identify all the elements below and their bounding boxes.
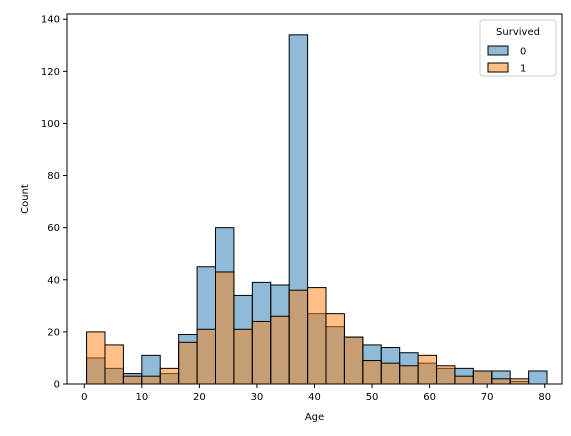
bar-series-1-bin-11 <box>288 289 309 385</box>
bar-series-1-bin-19 <box>436 365 456 385</box>
y-tick-label-0: 0 <box>54 380 60 391</box>
bar-series-1-bin-6 <box>196 328 216 385</box>
bar-series-1-bin-16 <box>380 362 401 385</box>
bar-series-1-bin-21 <box>472 370 493 385</box>
legend-swatch-0 <box>487 45 509 56</box>
y-tick-label-80: 80 <box>47 171 60 182</box>
bar-series-1-bin-3 <box>141 375 161 385</box>
y-tick-label-60: 60 <box>47 223 60 234</box>
bar-series-1-bin-2 <box>122 375 143 385</box>
y-tick-label-140: 140 <box>41 15 60 26</box>
x-tick-label-30: 30 <box>251 392 264 403</box>
y-tick-label-40: 40 <box>47 275 60 286</box>
x-tick-label-10: 10 <box>135 392 148 403</box>
bar-series-0-bin-24 <box>528 370 548 385</box>
legend-label-1: 1 <box>520 64 526 75</box>
legend-swatch-1 <box>487 62 509 73</box>
bar-series-1-bin-13 <box>325 313 345 385</box>
legend: Survived 0 1 <box>479 19 557 77</box>
bar-series-1-bin-1 <box>104 344 124 385</box>
x-tick-label-70: 70 <box>481 392 494 403</box>
bar-series-1-bin-12 <box>307 287 327 385</box>
x-axis-label: Age <box>305 412 324 423</box>
y-tick-label-120: 120 <box>41 67 60 78</box>
bar-series-1-bin-23 <box>509 378 530 385</box>
axes: 0 10 20 30 40 50 60 70 80020406080100120140AgeCo… <box>20 13 563 423</box>
x-tick-label-60: 60 <box>423 392 436 403</box>
bar-series-1-bin-9 <box>251 320 272 385</box>
y-tick-label-20: 20 <box>47 327 60 338</box>
bar-series-1-bin-10 <box>270 315 290 385</box>
x-tick-label-0: 0 <box>81 392 87 403</box>
legend-label-0: 0 <box>520 47 526 58</box>
bar-series-1-bin-5 <box>178 341 198 385</box>
bar-series-1-bin-18 <box>417 354 438 385</box>
bar-series-1-bin-22 <box>491 378 511 385</box>
x-tick-label-40: 40 <box>308 392 321 403</box>
bar-series-1-bin-17 <box>399 365 419 385</box>
bar-series-1-bin-4 <box>159 367 180 385</box>
x-tick-label-50: 50 <box>366 392 379 403</box>
bar-series-1-bin-8 <box>233 328 253 385</box>
bar-series-1-bin-20 <box>454 375 474 385</box>
histogram-bars <box>86 34 548 385</box>
bar-series-1-bin-7 <box>215 271 235 385</box>
y-axis-label: Count <box>20 184 31 214</box>
x-tick-label-80: 80 <box>538 392 551 403</box>
bar-series-1-bin-14 <box>343 336 364 385</box>
y-tick-label-100: 100 <box>41 119 60 130</box>
bar-series-1-bin-0 <box>86 331 106 385</box>
x-tick-label-20: 20 <box>193 392 206 403</box>
legend-box <box>479 19 557 77</box>
legend-title: Survived <box>496 27 540 38</box>
bar-series-1-bin-15 <box>362 360 382 385</box>
